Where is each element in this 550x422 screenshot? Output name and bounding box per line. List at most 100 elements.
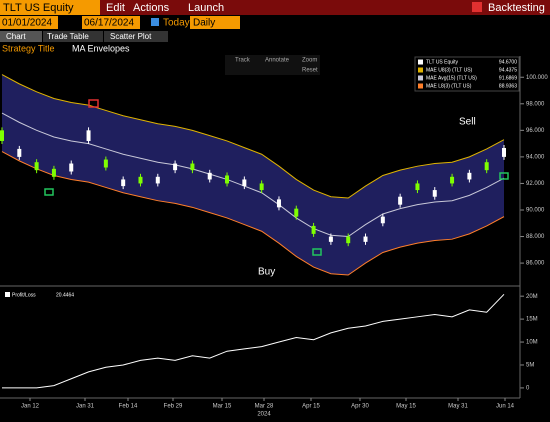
tool[interactable]: Track bbox=[235, 58, 251, 64]
tab-label[interactable]: Trade Table bbox=[47, 32, 89, 41]
top-bar bbox=[0, 0, 550, 15]
envelope-line bbox=[1, 151, 505, 276]
candle bbox=[328, 236, 333, 242]
tab-label[interactable]: Scatter Plot bbox=[110, 32, 152, 41]
x-year-label: 2024 bbox=[257, 412, 271, 418]
legend-name: Profit/Loss bbox=[12, 292, 36, 298]
y-tick-label: 5M bbox=[526, 363, 534, 369]
candle bbox=[432, 190, 437, 197]
legend-swatch bbox=[5, 292, 10, 297]
buy-marker bbox=[44, 188, 54, 196]
end-date[interactable]: 06/17/2024 bbox=[84, 18, 134, 29]
today[interactable]: Today bbox=[163, 18, 190, 29]
candle bbox=[294, 208, 299, 217]
y-tick-label: 86.000 bbox=[526, 261, 545, 267]
period[interactable]: Daily bbox=[193, 18, 215, 29]
candle bbox=[0, 130, 4, 141]
candle bbox=[398, 196, 403, 205]
candle bbox=[363, 236, 368, 242]
y-tick-label: 15M bbox=[526, 317, 538, 323]
start-date-box[interactable] bbox=[0, 16, 58, 29]
sell-marker bbox=[88, 99, 99, 108]
x-tick-label: Mar 28 bbox=[255, 404, 274, 410]
envelope-line bbox=[1, 112, 505, 238]
buy-marker bbox=[499, 172, 509, 180]
tab[interactable] bbox=[43, 31, 103, 42]
candle bbox=[173, 163, 178, 171]
period-box[interactable] bbox=[190, 16, 240, 29]
tool[interactable]: Annotate bbox=[265, 58, 290, 64]
candle bbox=[380, 216, 385, 224]
legend-value: 88.9363 bbox=[499, 83, 517, 89]
x-tick-label: Jan 31 bbox=[76, 404, 95, 410]
legend-swatch bbox=[418, 75, 423, 81]
start-date[interactable]: 01/01/2024 bbox=[2, 18, 52, 29]
envelope-band bbox=[2, 74, 504, 276]
candle bbox=[69, 163, 74, 172]
candle bbox=[34, 162, 39, 171]
candle bbox=[225, 175, 230, 184]
app-title: Backtesting bbox=[488, 2, 545, 14]
envelope-line bbox=[1, 74, 505, 199]
legend-swatch bbox=[418, 67, 423, 73]
y-tick-label: 100.000 bbox=[526, 75, 548, 81]
checkbox[interactable] bbox=[151, 18, 159, 26]
candle bbox=[467, 172, 472, 180]
menu[interactable]: Actions bbox=[133, 2, 170, 14]
buy-marker bbox=[312, 248, 322, 256]
candle bbox=[121, 179, 126, 187]
legend-name: MAE L8(3) (TLT US) bbox=[426, 83, 472, 89]
x-tick-label: Feb 14 bbox=[119, 404, 138, 410]
legend-name: MAE U8(3) (TLT US) bbox=[426, 67, 473, 73]
candle bbox=[190, 163, 195, 171]
legend-swatch bbox=[418, 83, 423, 89]
x-tick-label: Jan 12 bbox=[21, 404, 40, 410]
security[interactable]: TLT US Equity bbox=[3, 2, 74, 14]
candle bbox=[502, 147, 506, 157]
candle bbox=[415, 183, 420, 191]
candle bbox=[207, 172, 212, 180]
end-date-box[interactable] bbox=[82, 16, 140, 29]
security-box[interactable] bbox=[0, 0, 100, 15]
legend-box bbox=[414, 56, 520, 92]
legend-value: 91.6869 bbox=[499, 75, 517, 81]
x-tick-label: Apr 15 bbox=[302, 404, 320, 410]
legend-value: 94.4375 bbox=[499, 67, 517, 73]
candle bbox=[450, 176, 455, 184]
x-tick-label: Apr 30 bbox=[351, 404, 369, 410]
legend-value: 20.4464 bbox=[56, 292, 74, 298]
strategy-title: Strategy Title bbox=[2, 43, 55, 53]
y-tick-label: 98.000 bbox=[526, 101, 545, 107]
annotation: Buy bbox=[258, 267, 275, 278]
candle bbox=[346, 236, 351, 244]
pnl-line bbox=[2, 293, 505, 389]
tool[interactable]: Zoom bbox=[302, 58, 317, 64]
x-tick-label: Mar 15 bbox=[213, 404, 232, 410]
y-tick-label: 88.000 bbox=[526, 234, 545, 240]
tab[interactable] bbox=[104, 31, 168, 42]
toolbox bbox=[225, 55, 320, 75]
y-tick-label: 94.000 bbox=[526, 154, 545, 160]
annotation: Sell bbox=[459, 117, 476, 128]
candle bbox=[155, 176, 160, 184]
candle bbox=[51, 168, 56, 177]
strategy-name: MA Envelopes bbox=[72, 43, 130, 53]
legend-name: TLT US Equity bbox=[426, 59, 459, 65]
price-panel: 100.000 98.000 96.000 94.000 92.000 90.000 88.… bbox=[0, 56, 548, 276]
app-icon bbox=[472, 2, 482, 12]
tool[interactable]: Reset bbox=[302, 68, 318, 74]
candle bbox=[259, 183, 264, 191]
menu[interactable]: Launch bbox=[188, 2, 224, 14]
tab[interactable] bbox=[0, 31, 42, 42]
x-tick-label: May 15 bbox=[396, 404, 416, 410]
y-tick-label: 90.000 bbox=[526, 208, 545, 214]
candle bbox=[242, 179, 247, 187]
pnl-panel: 20M 15M 10M 5M 0 Profit/Loss 20.4464 bbox=[2, 292, 538, 391]
y-tick-label: 0 bbox=[526, 385, 530, 391]
menu[interactable]: Edit bbox=[106, 2, 125, 14]
x-tick-label: May 31 bbox=[448, 404, 468, 410]
y-tick-label: 20M bbox=[526, 294, 538, 300]
tab-label[interactable]: Chart bbox=[6, 32, 26, 41]
legend-value: 94.6700 bbox=[499, 59, 517, 65]
